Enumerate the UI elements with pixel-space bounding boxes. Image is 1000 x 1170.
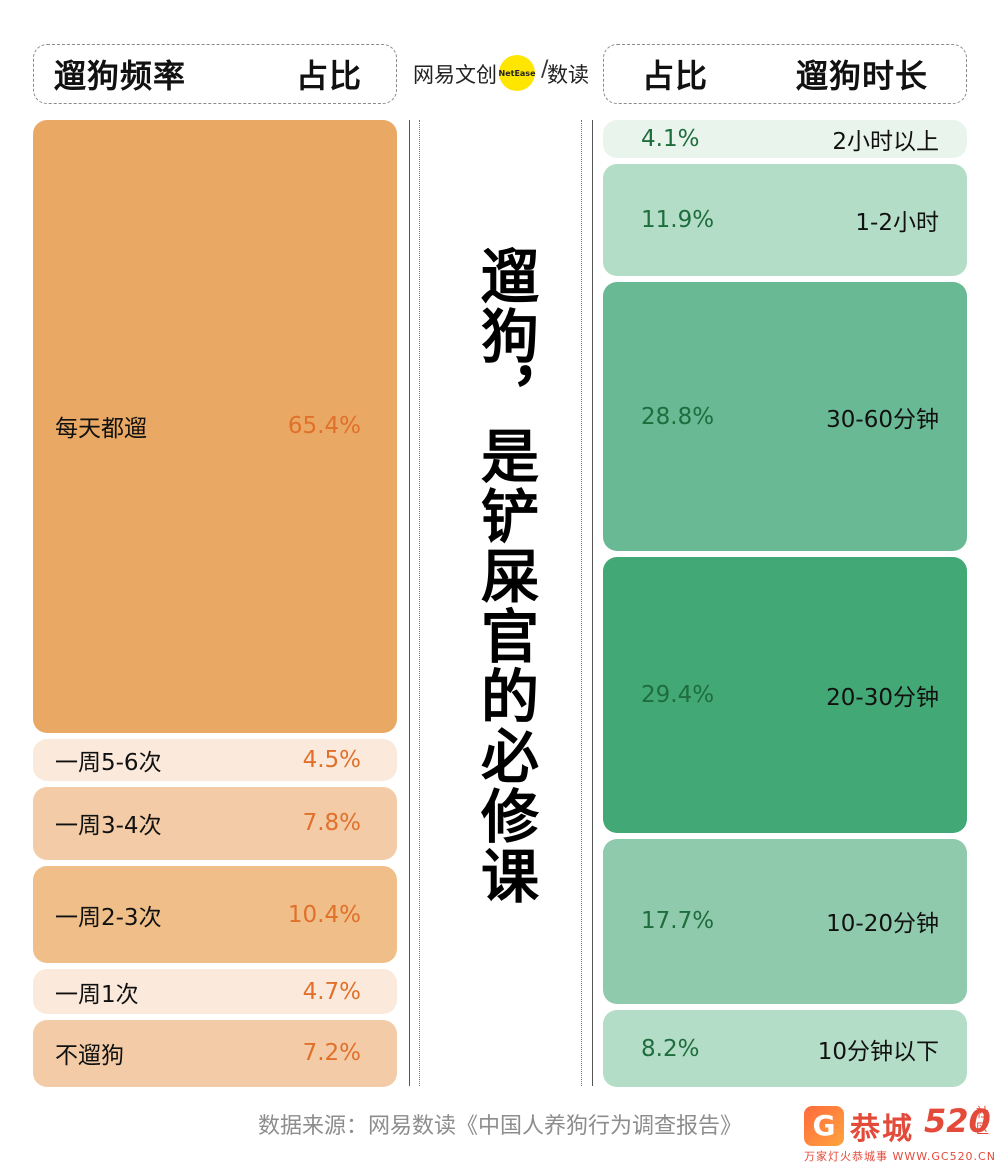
divider-right-solid xyxy=(592,120,593,1086)
frequency-bar: 每天都遛 65.4% xyxy=(33,120,397,733)
frequency-bar: 一周2-3次 10.4% xyxy=(33,866,397,964)
left-header-share: 占比 xyxy=(296,57,363,95)
watermark-g-icon: G xyxy=(804,1106,844,1146)
duration-category-label: 10分钟以下 xyxy=(817,1038,939,1065)
frequency-category-label: 一周5-6次 xyxy=(55,749,162,776)
duration-bar: 10-20分钟 17.7% xyxy=(603,838,967,1005)
left-header-frequency: 遛狗频率 xyxy=(54,57,187,95)
frequency-value-label: 65.4% xyxy=(287,413,361,440)
duration-category-label: 30-60分钟 xyxy=(826,406,939,433)
logo-netease-badge: NetEase xyxy=(499,55,536,91)
duration-bar: 2小时以上 4.1% xyxy=(603,120,967,159)
duration-value-label: 4.1% xyxy=(641,126,700,153)
duration-category-label: 20-30分钟 xyxy=(826,684,939,711)
divider-right-dotted xyxy=(581,120,582,1086)
logo-slash: / xyxy=(541,57,549,82)
logo-shudu-text: 数读 xyxy=(547,63,589,87)
right-header-duration: 遛狗时长 xyxy=(796,57,929,95)
frequency-bar: 不遛狗 7.2% xyxy=(33,1019,397,1087)
frequency-value-label: 4.7% xyxy=(302,978,361,1005)
divider-left-solid xyxy=(409,120,410,1086)
left-header: 遛狗频率 占比 xyxy=(33,44,397,104)
watermark-name: 恭城 xyxy=(850,1112,914,1147)
watermark-subtitle: 万家灯火恭城事 WWW.GC520.CN xyxy=(804,1150,996,1163)
frequency-category-label: 一周2-3次 xyxy=(55,904,162,931)
frequency-bar: 一周5-6次 4.5% xyxy=(33,738,397,781)
duration-bar: 10分钟以下 8.2% xyxy=(603,1010,967,1087)
duration-value-label: 8.2% xyxy=(641,1035,700,1062)
duration-bar: 30-60分钟 28.8% xyxy=(603,281,967,552)
duration-category-label: 10-20分钟 xyxy=(826,911,939,938)
right-header-share: 占比 xyxy=(642,57,709,95)
brand-logo: 网易文创 NetEase / 数读 xyxy=(413,55,589,91)
chart-title: 遛狗，是铲屎官的必修课 xyxy=(471,246,539,906)
logo-brand-text: 网易文创 xyxy=(413,63,497,87)
watermark-logo: G 恭城 520 社区 万家灯火恭城事 WWW.GC520.CN xyxy=(800,1100,996,1166)
frequency-value-label: 7.8% xyxy=(302,810,361,837)
frequency-bar: 一周1次 4.7% xyxy=(33,969,397,1014)
frequency-value-label: 7.2% xyxy=(302,1040,361,1067)
watermark-side: 社区 xyxy=(976,1106,990,1137)
duration-value-label: 17.7% xyxy=(641,908,715,935)
frequency-category-label: 每天都遛 xyxy=(55,416,147,443)
duration-value-label: 11.9% xyxy=(641,207,715,234)
duration-bar: 1-2小时 11.9% xyxy=(603,164,967,276)
data-source: 数据来源：网易数读《中国人养狗行为调查报告》 xyxy=(257,1114,742,1139)
duration-value-label: 28.8% xyxy=(641,403,715,430)
frequency-category-label: 一周1次 xyxy=(55,981,139,1008)
duration-bar: 20-30分钟 29.4% xyxy=(603,557,967,833)
duration-category-label: 2小时以上 xyxy=(832,129,939,156)
frequency-bar: 一周3-4次 7.8% xyxy=(33,786,397,861)
frequency-category-label: 一周3-4次 xyxy=(55,813,162,840)
frequency-value-label: 4.5% xyxy=(302,746,361,773)
frequency-category-label: 不遛狗 xyxy=(55,1043,124,1070)
divider-left-dotted xyxy=(419,120,420,1086)
frequency-value-label: 10.4% xyxy=(287,901,361,928)
duration-category-label: 1-2小时 xyxy=(855,210,939,237)
duration-value-label: 29.4% xyxy=(641,681,715,708)
right-header: 占比 遛狗时长 xyxy=(603,44,967,104)
watermark-number: 520 xyxy=(924,1102,991,1140)
